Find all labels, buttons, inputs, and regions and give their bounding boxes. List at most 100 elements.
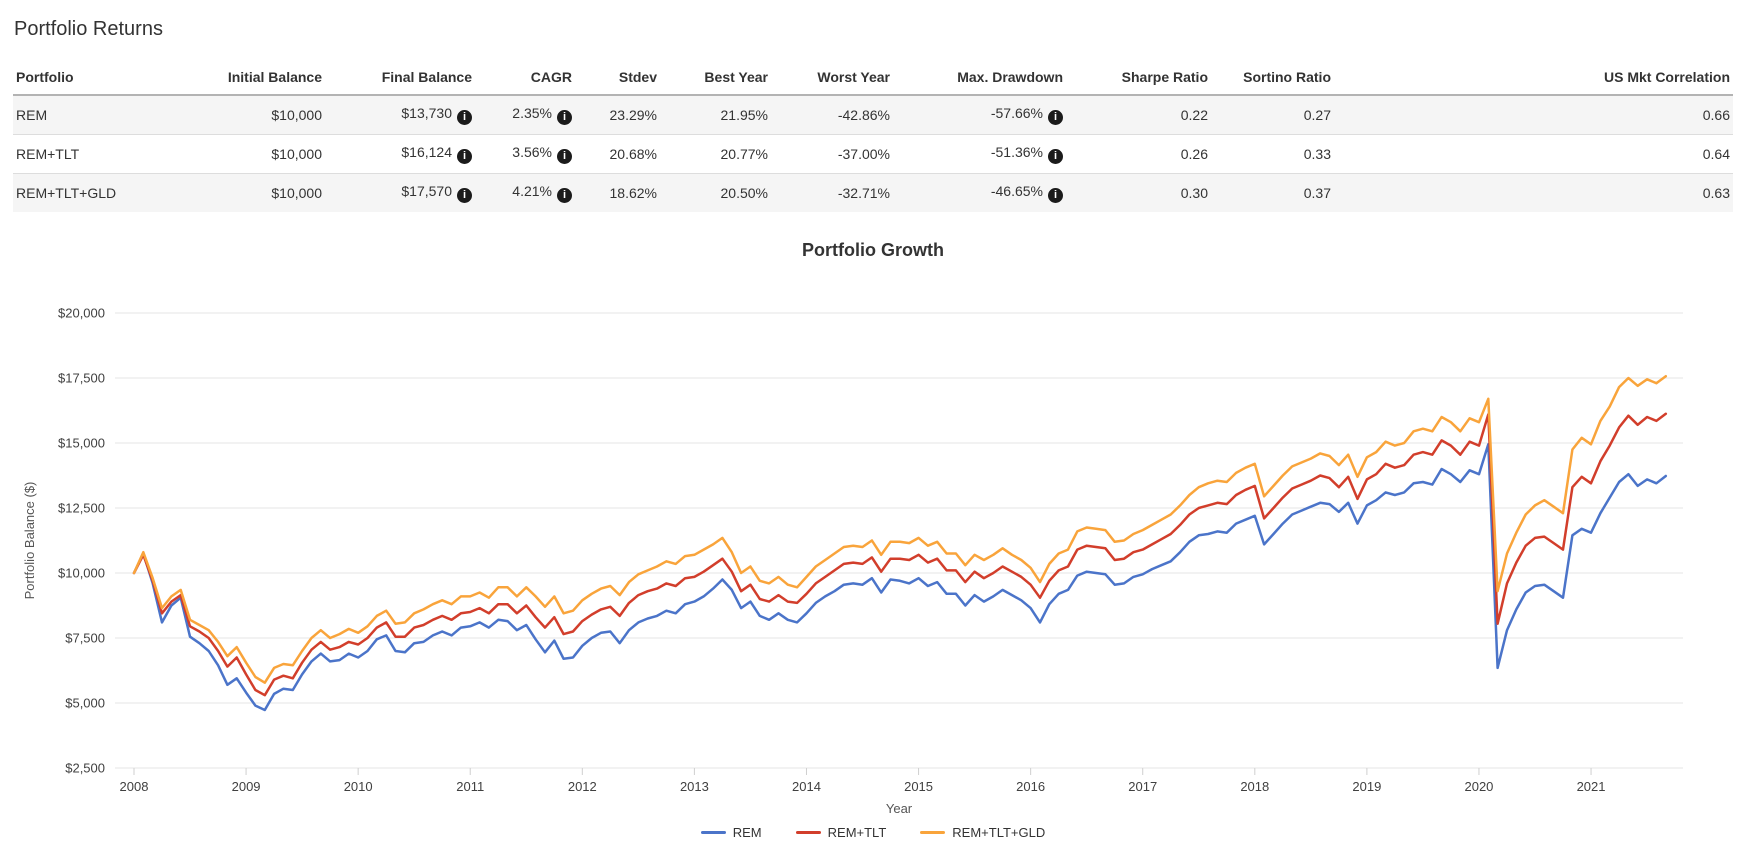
y-tick-label: $7,500 <box>65 631 105 646</box>
series-line-rem+tlt[interactable] <box>132 412 1668 697</box>
y-tick-label: $17,500 <box>58 371 105 386</box>
x-tick-label: 2014 <box>792 779 821 794</box>
value-cell: 0.33 <box>1211 134 1334 174</box>
info-icon[interactable]: i <box>1048 110 1063 125</box>
portfolio-growth-chart: $2,500 $5,000 $7,500 $10,000 $12,500 $15,000 $… <box>22 306 1683 816</box>
legend-label: REM+TLT+GLD <box>952 825 1046 840</box>
legend-item[interactable]: REM+TLT <box>795 825 887 840</box>
value-cell: -32.71% <box>771 173 893 212</box>
column-header: Initial Balance <box>213 61 325 96</box>
info-icon[interactable]: i <box>557 110 572 125</box>
page-title: Portfolio Returns <box>14 18 163 40</box>
x-tick-label: 2019 <box>1352 779 1381 794</box>
value-cell: 3.56% i <box>475 134 575 174</box>
x-tick-label: 2018 <box>1240 779 1269 794</box>
column-header: Worst Year <box>771 61 893 96</box>
value-cell: $13,730 i <box>325 95 475 135</box>
column-header: Sortino Ratio <box>1211 61 1334 96</box>
info-icon[interactable]: i <box>557 188 572 203</box>
x-tick-label: 2017 <box>1128 779 1157 794</box>
legend-label: REM <box>732 825 762 840</box>
x-tick-label: 2009 <box>232 779 261 794</box>
legend-item[interactable]: REM+TLT+GLD <box>920 825 1045 840</box>
x-tick-label: 2021 <box>1577 779 1606 794</box>
legend-swatch-icon <box>700 831 726 834</box>
column-header: Sharpe Ratio <box>1066 61 1211 96</box>
portfolio-name-cell: REM <box>16 107 48 123</box>
value-cell: $10,000 <box>271 107 322 123</box>
column-header: Stdev <box>575 61 660 96</box>
value-cell: 0.27 <box>1303 107 1331 123</box>
legend-item[interactable]: REM <box>700 825 762 840</box>
value-cell: 0.30 <box>1066 173 1211 212</box>
column-header: Final Balance <box>325 61 475 96</box>
value-cell: 0.37 <box>1211 173 1334 212</box>
y-tick-label: $12,500 <box>58 501 105 516</box>
value-cell: 18.62% <box>575 173 660 212</box>
value-cell: 0.63 <box>1334 173 1733 212</box>
info-icon[interactable]: i <box>1048 149 1063 164</box>
series-line-rem[interactable] <box>132 443 1668 712</box>
series-line-rem+tlt+gld[interactable] <box>132 374 1668 684</box>
info-icon[interactable]: i <box>557 149 572 164</box>
table-body: REM $10,000 $13,730 i 2.35% i 23.29% 21.95% -42.… <box>13 95 1733 212</box>
value-cell: 20.77% <box>660 134 771 174</box>
chart-legend: REM REM+TLT REM+TLT+GLD <box>0 825 1746 852</box>
column-header: Max. Drawdown <box>893 61 1066 96</box>
info-icon[interactable]: i <box>457 188 472 203</box>
y-tick-label: $2,500 <box>65 761 105 776</box>
value-cell: 0.64 <box>1334 134 1733 174</box>
y-tick-label: $5,000 <box>65 696 105 711</box>
value-cell: 20.68% <box>575 134 660 174</box>
x-axis-title: Year <box>886 801 913 816</box>
info-icon[interactable]: i <box>457 110 472 125</box>
legend-swatch-icon <box>795 831 821 834</box>
value-cell: 4.21% i <box>475 173 575 212</box>
value-cell: 23.29% <box>609 107 657 123</box>
chart-title: Portfolio Growth <box>802 240 944 260</box>
value-cell: $17,570 i <box>325 173 475 212</box>
x-tick-label: 2020 <box>1464 779 1493 794</box>
value-cell: 20.50% <box>660 173 771 212</box>
column-header: US Mkt Correlation <box>1334 61 1733 96</box>
portfolio-name-cell: REM+TLT <box>13 134 213 174</box>
column-header: CAGR <box>475 61 575 96</box>
x-tick-label: 2016 <box>1016 779 1045 794</box>
x-tick-label: 2011 <box>456 779 484 794</box>
table-row: REM+TLT $10,000 $16,124 i 3.56% i 20.68% 20.77%… <box>13 134 1733 174</box>
x-tick-label: 2013 <box>680 779 709 794</box>
value-cell: -57.66% i <box>893 95 1066 135</box>
value-cell: -37.00% <box>771 134 893 174</box>
x-tick-label: 2008 <box>120 779 149 794</box>
value-cell: 21.95% <box>720 107 768 123</box>
x-tick-label: 2010 <box>344 779 373 794</box>
value-cell: 0.22 <box>1180 107 1208 123</box>
y-axis-title: Portfolio Balance ($) <box>22 482 37 600</box>
x-tick-label: 2015 <box>904 779 933 794</box>
value-cell: -42.86% <box>837 107 890 123</box>
y-tick-label: $10,000 <box>58 566 105 581</box>
y-tick-label: $20,000 <box>58 306 105 321</box>
value-cell: 0.66 <box>1702 107 1730 123</box>
value-cell: $16,124 i <box>325 134 475 174</box>
legend-swatch-icon <box>920 831 946 834</box>
value-cell: 2.35% i <box>475 95 575 135</box>
value-cell: -51.36% i <box>893 134 1066 174</box>
legend-label: REM+TLT <box>827 825 887 840</box>
portfolio-name-cell: REM+TLT+GLD <box>13 173 213 212</box>
portfolio-growth-section: Portfolio Growth $2,500 $5,000 $7,500 $10,0… <box>0 240 1746 852</box>
column-header: Best Year <box>660 61 771 96</box>
value-cell: 0.26 <box>1066 134 1211 174</box>
returns-section: Portfolio Returns Portfolio Initial Balan… <box>0 0 1746 212</box>
column-header: Portfolio <box>13 61 213 96</box>
value-cell: $10,000 <box>213 134 325 174</box>
info-icon[interactable]: i <box>1048 188 1063 203</box>
value-cell: $10,000 <box>213 173 325 212</box>
x-tick-label: 2012 <box>568 779 597 794</box>
table-row: REM+TLT+GLD $10,000 $17,570 i 4.21% i 18.62% 20… <box>13 173 1733 212</box>
table-header-row: Portfolio Initial Balance Final Balance CAG… <box>13 61 1733 96</box>
y-tick-label: $15,000 <box>58 436 105 451</box>
portfolio-returns-table: Portfolio Initial Balance Final Balance CAG… <box>13 61 1733 212</box>
value-cell: -46.65% i <box>893 173 1066 212</box>
info-icon[interactable]: i <box>457 149 472 164</box>
